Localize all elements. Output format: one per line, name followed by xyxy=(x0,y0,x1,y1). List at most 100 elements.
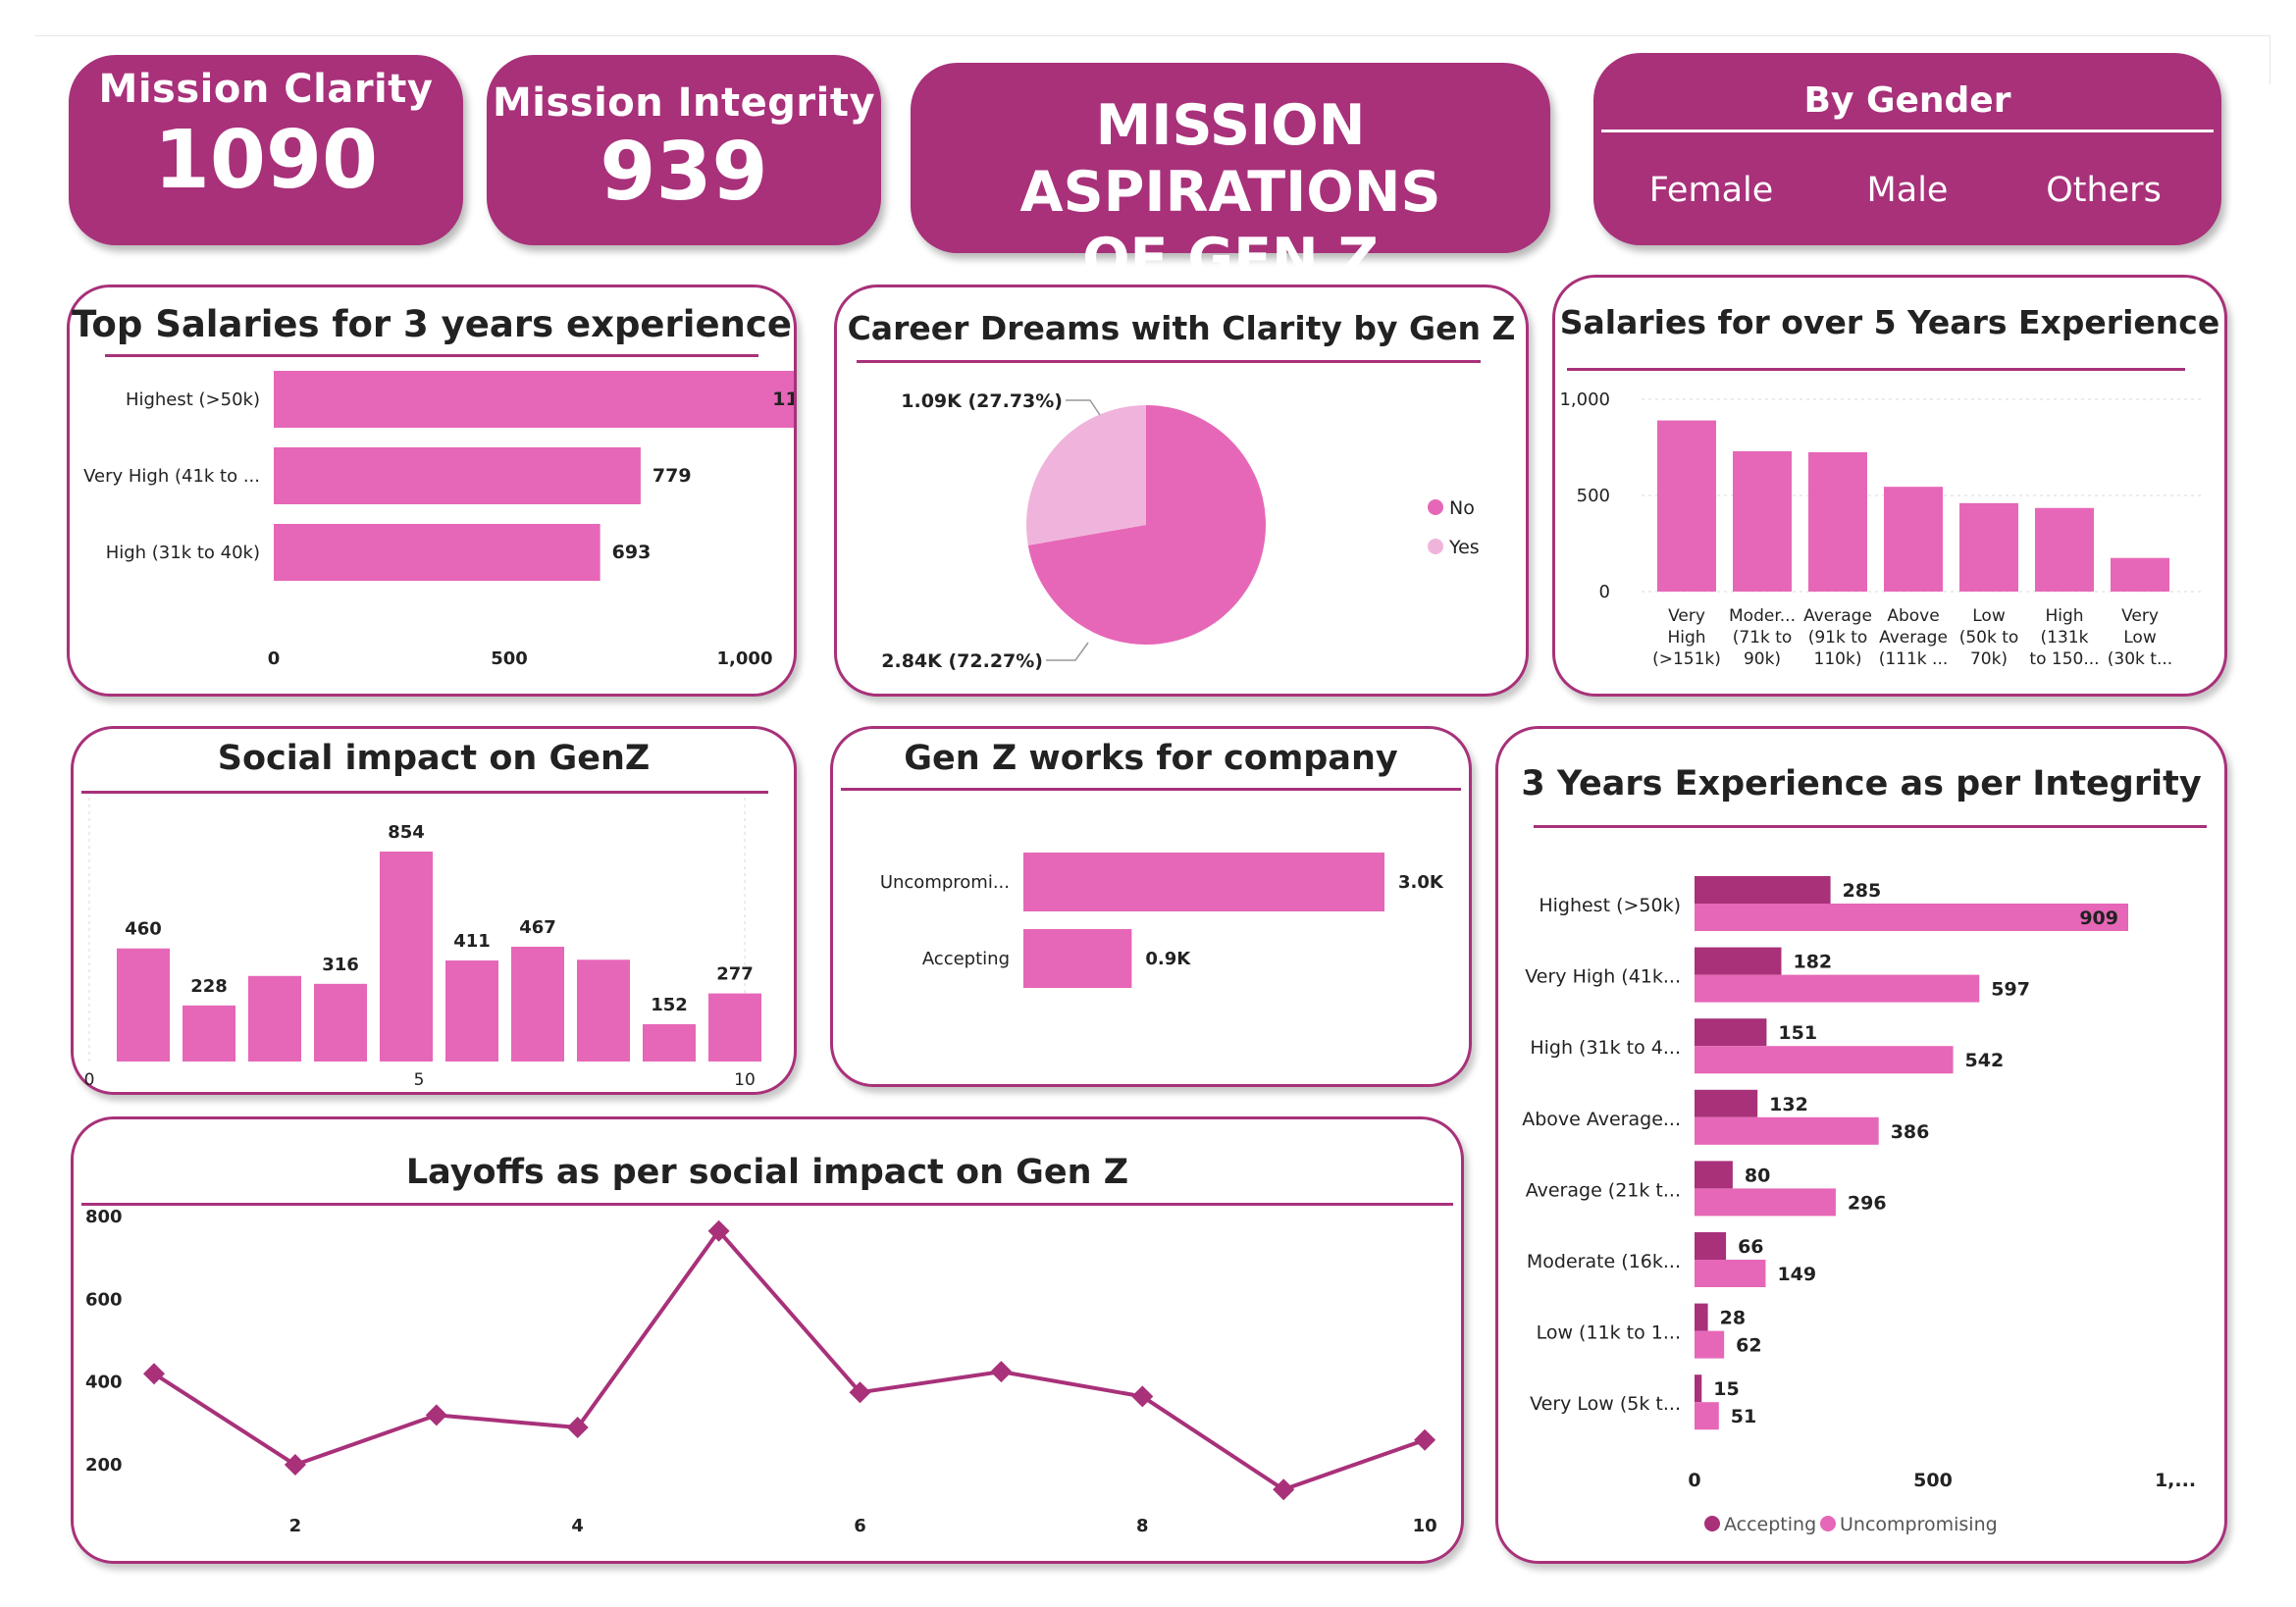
data-point xyxy=(849,1381,871,1404)
x-tick-label: 10 xyxy=(1413,1516,1437,1536)
legend-label: No xyxy=(1449,497,1475,519)
bar xyxy=(577,959,630,1062)
category-label: Uncompromi... xyxy=(880,872,1010,893)
x-tick-label: 6 xyxy=(854,1516,866,1536)
x-tick-label: to 150... xyxy=(2029,649,2099,669)
data-label: 132 xyxy=(1769,1094,1808,1115)
title-rule xyxy=(1534,825,2207,828)
x-tick-label: (>151k) xyxy=(1652,649,1721,669)
bar xyxy=(1959,502,2018,592)
gender-option-male[interactable]: Male xyxy=(1866,171,1949,210)
slice-label: 1.09K (27.73%) xyxy=(901,390,1063,412)
bar xyxy=(248,975,301,1062)
x-tick-label: 2 xyxy=(289,1516,302,1536)
bar xyxy=(708,993,761,1062)
series-line xyxy=(152,1227,1426,1492)
data-label: 693 xyxy=(612,542,652,563)
x-tick-label: 0 xyxy=(1688,1470,1700,1491)
chart-title-top-salaries: Top Salaries for 3 years experience xyxy=(72,303,792,345)
category-label: Highest (>50k) xyxy=(126,389,260,410)
bar xyxy=(117,948,170,1062)
x-tick-label: Above xyxy=(1887,606,1939,626)
chart-title-works-for-company: Gen Z works for company xyxy=(904,739,1398,778)
gender-option-others[interactable]: Others xyxy=(2046,171,2162,210)
kpi-mission-integrity: Mission Integrity 939 xyxy=(487,55,881,245)
data-label: 285 xyxy=(1843,880,1882,902)
chart-title-salaries-5y: Salaries for over 5 Years Experience xyxy=(1559,303,2220,341)
bar xyxy=(1884,487,1943,592)
x-tick-label: (30k t... xyxy=(2108,649,2172,669)
legend-marker xyxy=(1428,539,1443,554)
kpi-integrity-value: 939 xyxy=(600,126,768,219)
x-tick-label: 0 xyxy=(84,1070,95,1090)
data-point xyxy=(425,1404,447,1426)
y-tick-label: 600 xyxy=(85,1289,123,1310)
title-rule xyxy=(1567,368,2185,371)
x-tick-label: Moder... xyxy=(1729,606,1796,626)
bar xyxy=(1023,929,1132,988)
x-tick-label: (50k to xyxy=(1959,628,2019,648)
bar xyxy=(380,852,433,1062)
bar xyxy=(1695,1402,1719,1430)
legend-label: Accepting xyxy=(1724,1514,1816,1535)
pie-slice xyxy=(1026,405,1146,545)
data-label: 151 xyxy=(1778,1022,1817,1044)
bar xyxy=(1695,1374,1702,1403)
data-label: 0.9K xyxy=(1145,949,1191,969)
x-tick-label: Average xyxy=(1803,606,1872,626)
title-rule xyxy=(105,354,758,357)
x-tick-label: High xyxy=(1667,628,1705,648)
bar xyxy=(2111,557,2169,592)
page-title-line1: MISSION ASPIRATIONS xyxy=(1019,93,1441,225)
x-tick-label: Average xyxy=(1879,628,1948,648)
gender-option-female[interactable]: Female xyxy=(1648,171,1774,210)
legend-marker xyxy=(1820,1516,1836,1531)
bar xyxy=(274,447,641,504)
data-point xyxy=(143,1363,165,1385)
data-label: 228 xyxy=(190,976,228,997)
card-social-impact: Social impact on GenZ 460 228 316 854 411 467… xyxy=(71,726,797,1095)
bar xyxy=(183,1005,235,1062)
data-label: 411 xyxy=(453,931,491,952)
data-label: 779 xyxy=(652,465,692,487)
card-integrity: 3 Years Experience as per Integrity High… xyxy=(1495,726,2227,1564)
data-point xyxy=(707,1219,730,1242)
bar xyxy=(1808,451,1867,592)
bar xyxy=(274,371,794,428)
title-rule xyxy=(81,791,768,794)
chart-title-social-impact: Social impact on GenZ xyxy=(217,739,651,778)
chart-top-salaries: Highest (>50k) 1194 Very High (41k to ... 7… xyxy=(83,371,794,669)
data-label: 3.0K xyxy=(1398,872,1444,893)
data-label: 149 xyxy=(1777,1264,1816,1285)
title-rule xyxy=(81,1203,1453,1206)
data-label: 542 xyxy=(1965,1050,2005,1071)
leader-line xyxy=(1046,642,1089,661)
chart-integrity: Highest (>50k) 285 909 Very High (41k... 182… xyxy=(1522,876,2196,1535)
chart-social-impact: 460 228 316 854 411 467 152 277 0 5 10 xyxy=(84,798,761,1090)
x-tick-label: 1,... xyxy=(2155,1470,2196,1491)
data-label: 66 xyxy=(1738,1236,1763,1258)
category-label: Accepting xyxy=(922,949,1010,969)
data-label: 467 xyxy=(519,917,556,938)
data-label: 182 xyxy=(1793,952,1832,973)
x-tick-label: High xyxy=(2045,606,2083,626)
data-label: 51 xyxy=(1731,1406,1756,1427)
card-layoffs: Layoffs as per social impact on Gen Z 20… xyxy=(71,1116,1464,1564)
slice-label: 2.84K (72.27%) xyxy=(881,650,1043,672)
card-top-salaries: Top Salaries for 3 years experience High… xyxy=(67,285,797,697)
kpi-integrity-label: Mission Integrity xyxy=(492,80,876,126)
data-point xyxy=(284,1454,306,1476)
y-tick-label: 500 xyxy=(1577,486,1610,506)
bar xyxy=(445,960,498,1062)
bar xyxy=(1657,420,1716,592)
title-rule xyxy=(841,788,1461,791)
data-point xyxy=(990,1361,1013,1383)
bar xyxy=(1695,904,2128,931)
frame-line xyxy=(35,35,2270,36)
category-label: Very High (41k to ... xyxy=(83,466,260,487)
x-tick-label: (91k to xyxy=(1808,628,1868,648)
page-title-line2: OF GEN Z xyxy=(1082,227,1379,291)
data-label: 316 xyxy=(322,955,359,975)
bar xyxy=(1695,1260,1766,1287)
page-title-card: MISSION ASPIRATIONS OF GEN Z xyxy=(911,63,1550,291)
